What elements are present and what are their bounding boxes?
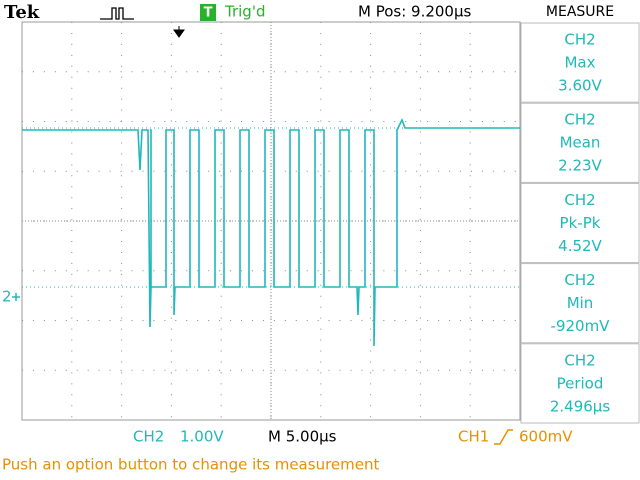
trigger-source: CH1: [458, 428, 489, 446]
trigger-slope-icon: [494, 429, 513, 445]
measure-value: 2.496µs: [550, 397, 610, 415]
position: M Pos: 9.200µs: [358, 3, 472, 21]
measure-value: 2.23V: [558, 157, 602, 175]
graticule-border: [21, 21, 521, 421]
trigger-icon: [100, 7, 134, 20]
brand: Tek: [4, 2, 40, 23]
measure-source: CH2: [564, 271, 595, 289]
graticule: [22, 22, 520, 420]
menu-title: MEASURE: [546, 4, 614, 20]
status-message: Push an option button to change its meas…: [2, 456, 379, 474]
trigger-badge-box: [200, 4, 216, 21]
measure-value: 3.60V: [558, 77, 602, 95]
measure-source: CH2: [564, 111, 595, 129]
ch2-scale: 1.00V: [180, 428, 224, 446]
measure-source: CH2: [564, 351, 595, 369]
channel-marker: 2: [2, 288, 12, 306]
measure-name: Period: [557, 374, 604, 392]
measure-box: [520, 182, 640, 264]
measure-value: 4.52V: [558, 237, 602, 255]
measure-source: CH2: [564, 31, 595, 49]
measure-box: [520, 343, 640, 424]
timebase: M 5.00µs: [268, 428, 337, 446]
trigger-badge: T: [204, 6, 213, 21]
measure-value: -920mV: [551, 317, 611, 335]
trigger-position-marker: [173, 26, 185, 38]
measure-box: [520, 102, 640, 183]
measure-box: [520, 263, 640, 344]
measure-name: Min: [567, 294, 594, 312]
trigger-level: 600mV: [519, 428, 573, 446]
trigger-status: Trig'd: [224, 3, 265, 21]
measure-panel: CH2 Max 3.60V CH2 Mean 2.23V CH2 Pk-Pk 4.52V CH2 M…: [520, 22, 640, 424]
waveform: [22, 118, 520, 347]
ch2-label: CH2: [133, 428, 164, 446]
measure-name: Max: [564, 54, 595, 72]
measure-box: [520, 22, 640, 103]
measure-name: Mean: [560, 134, 601, 152]
measure-name: Pk-Pk: [560, 214, 601, 232]
measure-source: CH2: [564, 191, 595, 209]
channel-marker-arrow: [12, 293, 20, 301]
